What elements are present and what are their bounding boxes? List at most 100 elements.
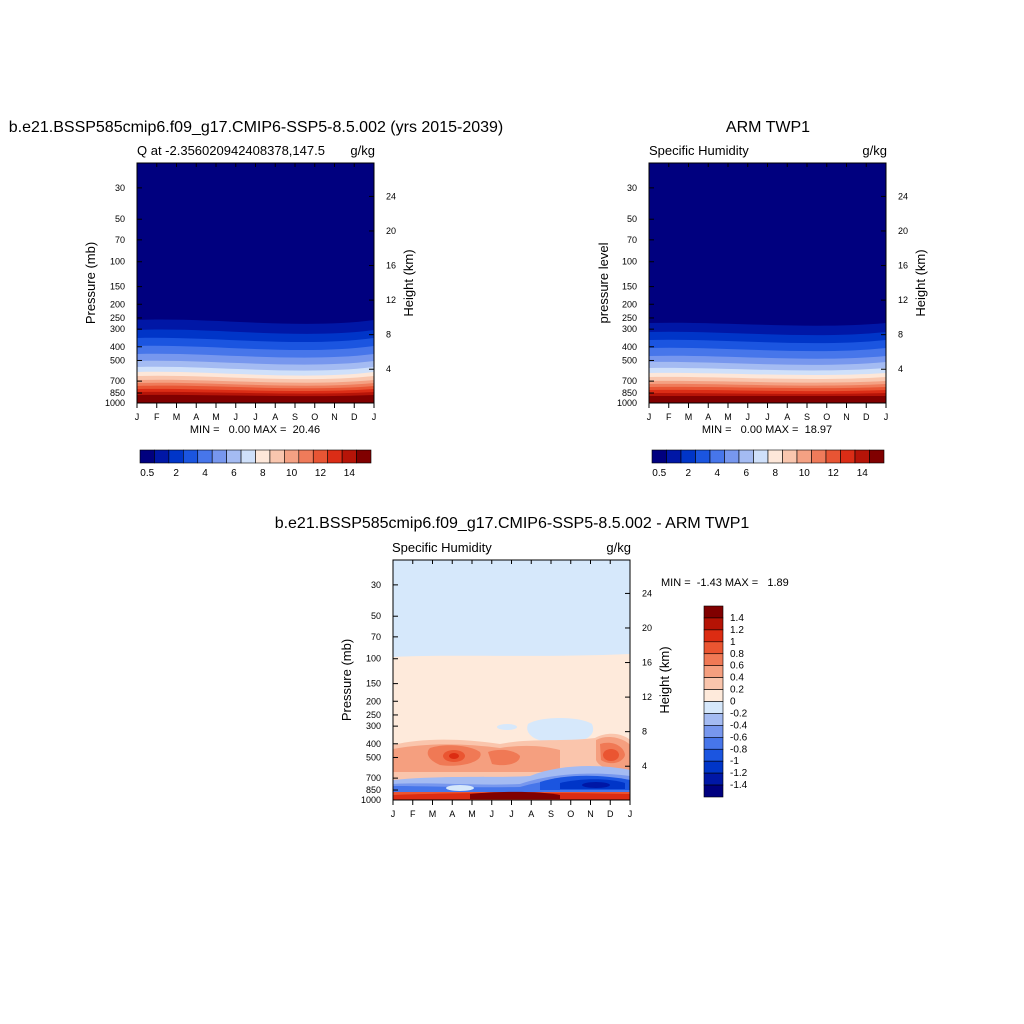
- panel-model: b.e21.BSSP585cmip6.f09_g17.CMIP6-SSP5-8.…: [9, 119, 504, 479]
- colorbar-swatch: [211, 449, 227, 464]
- y-tick-label: 1000: [105, 398, 125, 408]
- colorbar-swatch: [796, 449, 812, 464]
- x-tick-label: J: [391, 809, 396, 819]
- colorbar-swatch: [854, 449, 870, 464]
- panel-3-left-string: Specific Humidity: [392, 540, 492, 555]
- colorbar-swatch: [753, 449, 769, 464]
- x-tick-label: D: [607, 809, 614, 819]
- colorbar-label: 0: [730, 697, 736, 708]
- panel-obs: ARM TWP1 Specific Humidity g/kg 30 50 70 10…: [596, 119, 928, 479]
- y-right-tick-label: 4: [386, 364, 391, 374]
- x-tick-label: A: [193, 412, 199, 422]
- panel-3-ylabel-right: Height (km): [657, 646, 672, 713]
- y-right-tick-label: 24: [898, 191, 908, 201]
- colorbar-label: 0.4: [730, 673, 744, 684]
- panel-2-ylabel: pressure level: [596, 242, 611, 323]
- colorbar-swatch: [703, 760, 724, 774]
- x-tick-label: J: [628, 809, 633, 819]
- y-tick-label: 400: [366, 739, 381, 749]
- x-tick-label: J: [253, 412, 258, 422]
- colorbar-swatch: [703, 641, 724, 655]
- y-right-tick-label: 4: [642, 761, 647, 771]
- x-tick-label: J: [647, 412, 652, 422]
- y-tick-label: 150: [622, 282, 637, 292]
- y-tick-label: 50: [115, 214, 125, 224]
- colorbar-label: 0.5: [140, 468, 154, 479]
- panel-2-colorbar: 0.5 2 4 6 8 10 12 14: [651, 449, 885, 479]
- colorbar-swatch: [226, 449, 242, 464]
- colorbar-swatch: [782, 449, 798, 464]
- colorbar-swatch: [197, 449, 213, 464]
- x-tick-label: J: [765, 412, 770, 422]
- colorbar-label: 1: [730, 637, 736, 648]
- panel-2-min-max: MIN = 0.00 MAX = 18.97: [702, 424, 832, 436]
- x-tick-label: M: [173, 412, 181, 422]
- colorbar-swatch: [703, 737, 724, 750]
- colorbar-label: -0.8: [730, 744, 748, 755]
- colorbar-swatch: [680, 449, 696, 464]
- colorbar-swatch: [298, 449, 314, 464]
- colorbar-label: 6: [231, 468, 237, 479]
- colorbar-label: 6: [743, 468, 749, 479]
- y-tick-label: 200: [622, 299, 637, 309]
- y-tick-label: 250: [366, 710, 381, 720]
- panel-3-units: g/kg: [606, 540, 631, 555]
- panel-3-colorbar: 1.41.210.80.60.40.20-0.2-0.4-0.6-0.8-1-1…: [703, 605, 748, 798]
- colorbar-label: 14: [857, 468, 869, 479]
- x-tick-label: J: [509, 809, 514, 819]
- panel-1-units: g/kg: [350, 143, 375, 158]
- y-tick-label: 50: [371, 611, 381, 621]
- panel-2-ylabel-right: Height (km): [913, 249, 928, 316]
- panel-difference: b.e21.BSSP585cmip6.f09_g17.CMIP6-SSP5-8.…: [275, 515, 789, 819]
- y-tick-label: 100: [110, 257, 125, 267]
- y-right-tick-label: 20: [642, 623, 652, 633]
- colorbar-label: 12: [828, 468, 840, 479]
- panel-2-title: ARM TWP1: [726, 119, 810, 136]
- colorbar-swatch: [341, 449, 357, 464]
- colorbar-swatch: [183, 449, 199, 464]
- y-tick-label: 700: [110, 376, 125, 386]
- colorbar-label: -1.4: [730, 780, 748, 791]
- y-right-tick-label: 24: [386, 191, 396, 201]
- y-right-tick-label: 20: [898, 226, 908, 236]
- colorbar-swatch: [703, 677, 724, 690]
- panel-1-contour-field: [137, 163, 374, 403]
- panel-1-min-max: MIN = 0.00 MAX = 20.46: [190, 424, 320, 436]
- y-right-tick-label: 12: [898, 295, 908, 305]
- x-tick-label: F: [154, 412, 160, 422]
- y-tick-label: 100: [366, 654, 381, 664]
- panel-2-units: g/kg: [862, 143, 887, 158]
- y-right-tick-label: 20: [386, 226, 396, 236]
- y-tick-label: 400: [622, 342, 637, 352]
- colorbar-swatch: [703, 617, 724, 631]
- panel-1-colorbar: 0.5 2 4 6 8 10 12 14: [139, 449, 372, 479]
- x-tick-label: M: [468, 809, 476, 819]
- y-tick-label: 50: [627, 214, 637, 224]
- x-tick-label: N: [587, 809, 594, 819]
- x-tick-label: A: [449, 809, 455, 819]
- colorbar-swatch: [703, 784, 724, 798]
- colorbar-swatch: [695, 449, 711, 464]
- panel-3-ylabel: Pressure (mb): [339, 639, 354, 721]
- colorbar-label: 4: [714, 468, 720, 479]
- colorbar-swatch: [139, 449, 155, 464]
- x-tick-label: F: [410, 809, 416, 819]
- colorbar-label: 2: [685, 468, 691, 479]
- colorbar-swatch: [703, 713, 724, 726]
- colorbar-swatch: [703, 701, 724, 714]
- colorbar-swatch: [869, 449, 885, 464]
- colorbar-swatch: [703, 748, 724, 762]
- panel-1-ylabel-right: Height (km): [401, 249, 416, 316]
- y-tick-label: 30: [627, 183, 637, 193]
- colorbar-swatch: [825, 449, 841, 464]
- y-tick-label: 150: [366, 679, 381, 689]
- colorbar-swatch: [269, 449, 285, 464]
- x-tick-label: O: [567, 809, 574, 819]
- x-tick-label: J: [746, 412, 751, 422]
- x-tick-label: J: [234, 412, 239, 422]
- x-tick-label: O: [823, 412, 830, 422]
- colorbar-swatch: [709, 449, 725, 464]
